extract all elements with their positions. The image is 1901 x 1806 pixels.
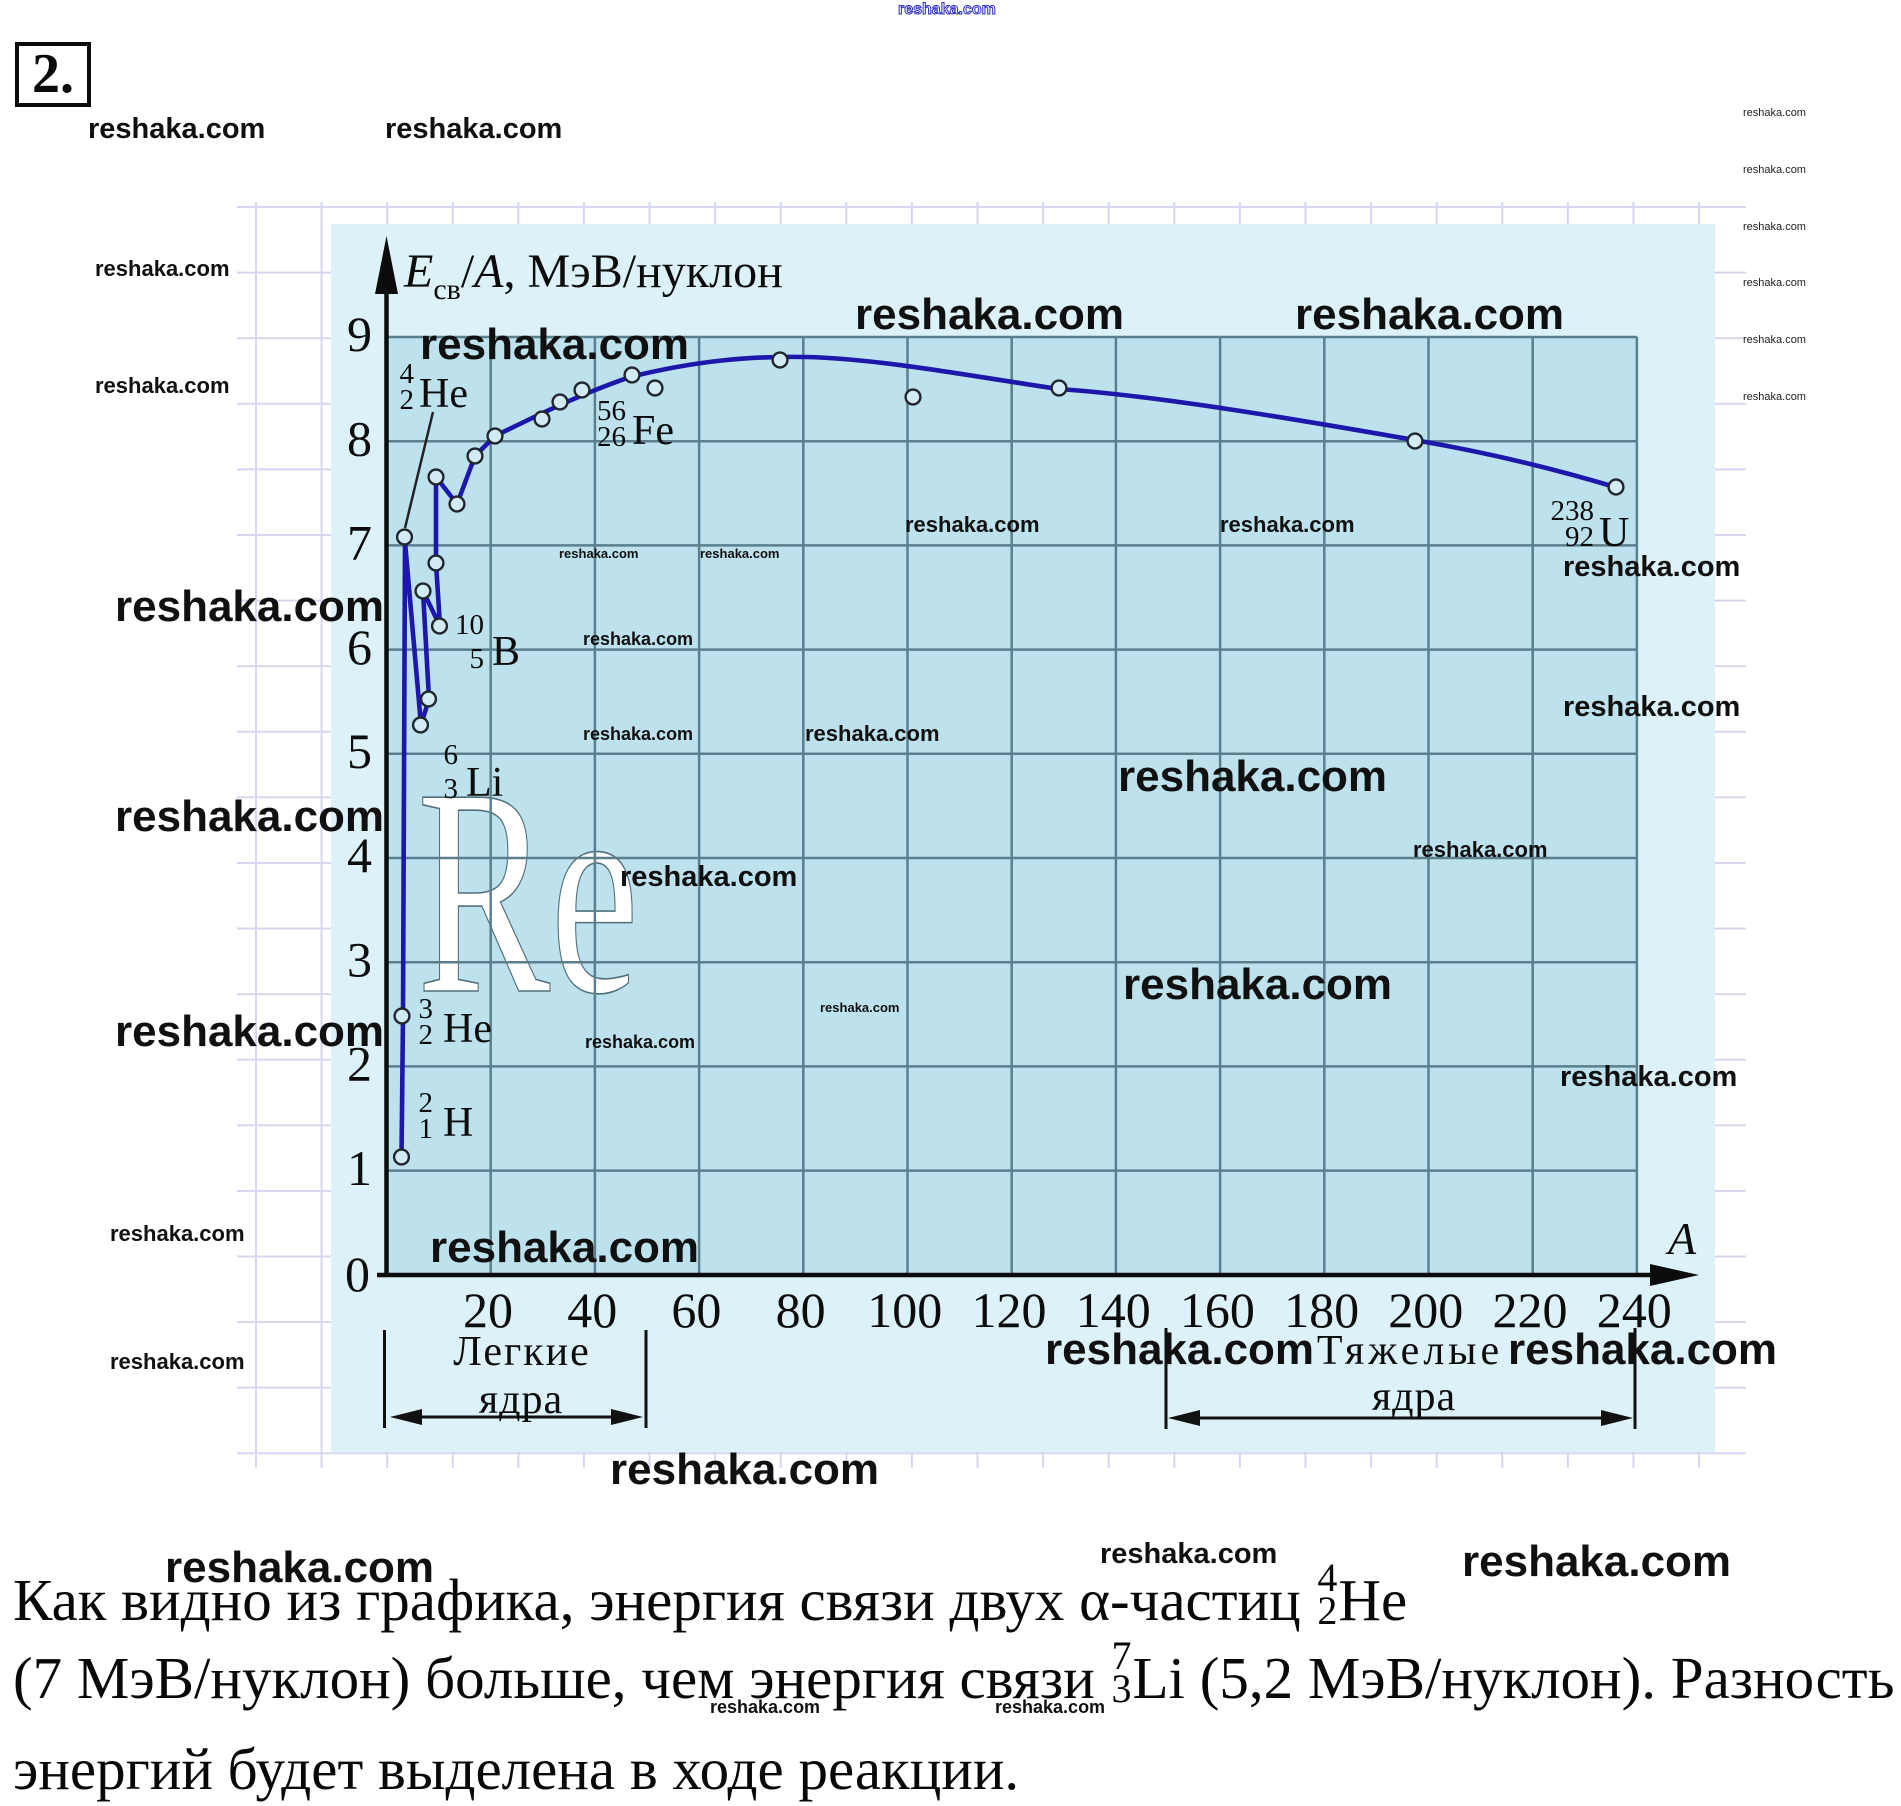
svg-text:1: 1	[419, 1113, 434, 1145]
svg-text:20: 20	[463, 1282, 513, 1338]
svg-text:2: 2	[419, 1019, 434, 1051]
svg-text:120: 120	[972, 1282, 1047, 1338]
svg-text:A: A	[1665, 1213, 1697, 1264]
svg-text:220: 220	[1493, 1282, 1568, 1338]
svg-text:238: 238	[1551, 495, 1595, 527]
svg-text:80: 80	[776, 1282, 826, 1338]
svg-text:180: 180	[1284, 1282, 1359, 1338]
svg-text:2: 2	[419, 1087, 434, 1119]
svg-text:1: 1	[347, 1140, 372, 1196]
svg-text:92: 92	[1565, 521, 1594, 553]
svg-text:He: He	[419, 371, 468, 417]
svg-text:10: 10	[455, 609, 484, 641]
svg-text:Eсв/A, МэВ/нуклон: Eсв/A, МэВ/нуклон	[403, 245, 783, 306]
svg-text:2: 2	[347, 1036, 372, 1092]
svg-text:0: 0	[345, 1246, 370, 1302]
svg-text:3: 3	[347, 931, 372, 987]
svg-text:100: 100	[867, 1282, 942, 1338]
svg-text:Li: Li	[466, 760, 503, 806]
svg-text:140: 140	[1076, 1282, 1151, 1338]
svg-text:26: 26	[597, 421, 626, 453]
svg-text:6: 6	[444, 739, 459, 771]
svg-text:Re: Re	[417, 728, 639, 1056]
svg-text:B: B	[492, 629, 520, 675]
svg-text:3: 3	[419, 993, 434, 1025]
svg-text:4: 4	[400, 358, 415, 390]
svg-text:6: 6	[347, 619, 372, 675]
svg-text:7: 7	[347, 515, 372, 571]
svg-text:160: 160	[1180, 1282, 1255, 1338]
svg-text:ядра: ядра	[1372, 1374, 1456, 1420]
svg-text:2: 2	[400, 384, 415, 416]
svg-text:5: 5	[347, 723, 372, 779]
svg-text:Fe: Fe	[632, 408, 674, 454]
svg-text:8: 8	[347, 410, 372, 466]
svg-text:40: 40	[567, 1282, 617, 1338]
svg-text:Тяжелые: Тяжелые	[1317, 1328, 1503, 1374]
svg-text:Легкие: Легкие	[453, 1329, 591, 1375]
svg-text:4: 4	[347, 827, 372, 883]
svg-text:5: 5	[470, 643, 485, 675]
svg-text:9: 9	[347, 306, 372, 362]
svg-text:He: He	[443, 1006, 492, 1052]
svg-text:3: 3	[444, 773, 459, 805]
svg-text:ядра: ядра	[479, 1377, 563, 1423]
svg-text:200: 200	[1388, 1282, 1463, 1338]
svg-text:60: 60	[671, 1282, 721, 1338]
svg-text:H: H	[443, 1100, 473, 1146]
svg-text:56: 56	[597, 395, 626, 427]
svg-text:U: U	[1599, 510, 1629, 556]
